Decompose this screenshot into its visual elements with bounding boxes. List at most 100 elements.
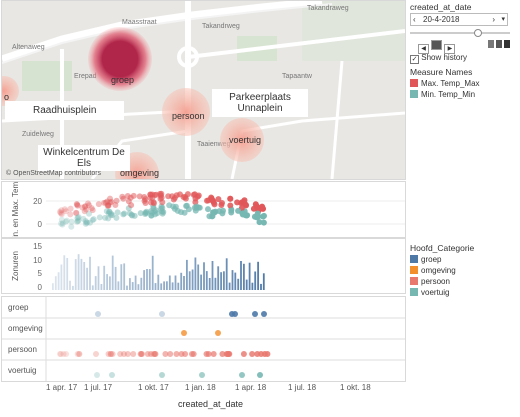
legend-item-omgeving[interactable]: omgeving [410, 266, 456, 275]
cat-dot-persoon [219, 351, 226, 357]
row-label-voertuig: voertuig [8, 366, 37, 375]
zon-bar [89, 256, 91, 290]
cat-dot-persoon [144, 351, 151, 357]
temp-max-dot [119, 193, 126, 200]
temp-max-dot [260, 205, 266, 212]
cat-dot-persoon [120, 351, 127, 357]
legend-item-voertuig[interactable]: voertuig [410, 288, 449, 297]
show-history-toggle[interactable]: ✓ Show history [410, 53, 467, 64]
temp-max-dot [107, 199, 113, 206]
temp-max-dot [234, 199, 241, 206]
temp-min-dot [103, 208, 110, 215]
cat-dot-persoon [151, 351, 158, 357]
cat-dot-voertuig [94, 372, 100, 378]
map-copyright[interactable]: © OpenStreetMap contributors [6, 170, 102, 177]
temp-min-dot [59, 220, 66, 227]
street-label: Takandrweg [202, 23, 240, 30]
zon-bar [257, 261, 259, 290]
temp-max-dot [104, 202, 111, 209]
legend-item-max[interactable]: Max. Temp_Max [410, 79, 480, 88]
zon-bar [171, 282, 174, 290]
map-view[interactable]: Altenaweg Takandrweg Takandraweg Maasstr… [1, 0, 406, 180]
temp-max-dot [67, 205, 74, 212]
cat-dot-persoon [57, 351, 63, 357]
temp-max-dot [74, 202, 81, 209]
zon-bar [160, 283, 163, 290]
temp-max-dot [173, 192, 180, 199]
zon-bar [52, 283, 54, 290]
temp-max-dot [105, 202, 112, 209]
legend-swatch [410, 288, 418, 296]
temp-max-dot [74, 202, 81, 209]
legend-item-persoon[interactable]: persoon [410, 277, 450, 286]
dropdown-icon[interactable]: ▾ [501, 16, 505, 23]
temp-max-dot [219, 200, 225, 206]
map-label-winkelcentrum: Winkelcentrum De Els [38, 145, 130, 171]
speed-icons[interactable] [488, 40, 511, 50]
temp-max-dot [95, 201, 102, 208]
temp-max-dot [227, 195, 234, 202]
zonuren-chart: Zonuren 15 10 5 0 [1, 238, 406, 294]
temp-max-dot [61, 206, 68, 213]
temp-min-dot [212, 208, 219, 215]
category-legend-title: Hoofd_Categorie [410, 243, 475, 253]
date-selector[interactable]: ‹ 20-4-2018 › ▾ [410, 13, 508, 26]
temp-min-dot [174, 207, 181, 214]
cat-dot-persoon [264, 351, 271, 357]
bubble-groep [88, 27, 152, 91]
temp-max-dot [165, 193, 172, 200]
legend-item-min[interactable]: Min. Temp_Min [410, 90, 475, 99]
zon-bar [69, 280, 71, 290]
zon-bar [77, 254, 80, 290]
temp-min-dot [220, 207, 226, 214]
cat-dot-persoon [210, 351, 217, 357]
temp-max-dot [89, 207, 96, 214]
cat-dot-persoon [57, 351, 64, 357]
temp-min-dot [74, 218, 81, 225]
zon-bar [80, 258, 83, 290]
street-label: Maasstraat [122, 19, 157, 26]
playback-controls: ◀ ▶ [418, 40, 456, 54]
x-tick: 1 jul. 18 [288, 383, 317, 392]
prev-date-icon[interactable]: ‹ [413, 15, 416, 24]
step-forward-icon[interactable]: ▶ [444, 44, 456, 54]
zon-bar [188, 271, 191, 290]
zon-bar [63, 255, 66, 290]
stop-icon[interactable] [431, 40, 443, 50]
cat-dot-persoon [93, 351, 99, 357]
legend-item-groep[interactable]: groep [410, 255, 441, 264]
temp-max-dot [104, 198, 111, 205]
zon-tick-5: 5 [38, 269, 43, 278]
zon-bar [154, 283, 157, 290]
temp-min-dot [183, 202, 190, 209]
next-date-icon[interactable]: › [492, 15, 495, 24]
temp-max-dot [151, 192, 158, 198]
checkbox-icon[interactable]: ✓ [410, 55, 419, 64]
slider-handle[interactable] [474, 29, 482, 37]
zon-bar [194, 257, 197, 290]
temp-min-dot [105, 215, 112, 222]
zon-bar [151, 255, 154, 290]
bubble-label-groep: groep [111, 75, 135, 85]
zon-bar [243, 263, 245, 290]
temp-min-dot [68, 223, 75, 230]
zon-bar [100, 284, 103, 290]
temp-min-dot [205, 206, 211, 213]
right-panel: created_at_date ‹ 20-4-2018 › ▾ ◀ ▶ ✓ Sh… [408, 0, 520, 417]
zon-bar [245, 279, 248, 290]
bubble-voertuig [220, 118, 264, 162]
zon-bar [186, 259, 188, 290]
temp-max-dot [81, 203, 88, 210]
temp-min-dot [63, 217, 70, 224]
temp-max-dot [157, 192, 164, 199]
temp-min-dot [83, 219, 90, 226]
date-slider[interactable] [410, 29, 510, 37]
cat-dot-persoon [203, 351, 210, 357]
temp-max-dot [73, 210, 80, 217]
zon-bar [117, 281, 120, 290]
zon-bar [163, 281, 165, 290]
temp-max-dot [58, 207, 65, 214]
temp-max-dot [62, 208, 69, 215]
temp-max-dot [136, 193, 143, 200]
zon-bar [72, 285, 74, 290]
